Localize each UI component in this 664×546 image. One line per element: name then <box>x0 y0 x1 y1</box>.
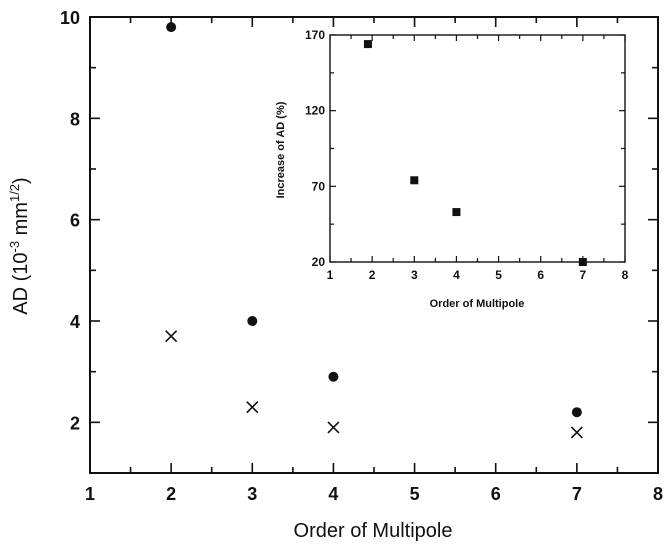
main-point-circle <box>571 407 582 418</box>
main-y-axis-title: AD (10-3 mm1/2) <box>7 177 32 314</box>
main-point-circle <box>328 371 339 382</box>
main-point-circle <box>166 22 177 33</box>
inset-x-tick-label: 8 <box>622 268 629 282</box>
main-point-cross <box>165 330 178 343</box>
inset-x-tick-label: 1 <box>327 268 334 282</box>
main-y-tick-label: 8 <box>70 109 80 129</box>
inset-x-tick-label: 3 <box>411 268 418 282</box>
main-x-tick-label: 3 <box>247 484 257 504</box>
inset-x-tick-label: 4 <box>453 268 460 282</box>
inset-point-square <box>452 208 461 217</box>
main-x-tick-label: 6 <box>491 484 501 504</box>
inset-y-axis-title: Increase of AD (%) <box>275 101 287 198</box>
main-y-axis-title-unit: mm <box>10 202 32 241</box>
main-point-circle <box>247 316 258 326</box>
main-x-tick-label: 5 <box>410 484 420 504</box>
main-y-axis-title-unit-exponent: 1/2 <box>7 184 22 202</box>
inset-x-tick-label: 7 <box>580 268 587 282</box>
main-x-tick-label: 1 <box>85 484 95 504</box>
main-plot-frame <box>89 16 659 474</box>
main-x-tick-label: 7 <box>572 484 582 504</box>
main-y-axis-title-base: AD (10 <box>10 252 32 314</box>
inset-y-tick-label: 20 <box>312 255 326 269</box>
main-y-axis-title-exponent: -3 <box>7 241 22 253</box>
main-x-tick-label: 2 <box>166 484 176 504</box>
inset-x-tick-label: 6 <box>537 268 544 282</box>
main-x-axis-title: Order of Multipole <box>294 520 453 542</box>
inset-x-axis-title: Order of Multipole <box>430 298 525 310</box>
main-y-tick-label: 10 <box>60 8 80 28</box>
main-x-tick-label: 4 <box>328 484 338 504</box>
inset-point-square <box>363 40 372 49</box>
main-x-tick-label: 8 <box>653 484 663 504</box>
inset-plot: 1 2 3 4 5 6 7 8 20 70 120 170 <box>305 28 629 282</box>
inset-y-tick-label: 120 <box>305 104 325 118</box>
main-point-cross <box>246 401 259 414</box>
main-point-cross <box>570 426 583 439</box>
inset-x-tick-label: 5 <box>495 268 502 282</box>
inset-point-square <box>578 258 587 266</box>
inset-y-tick-label: 70 <box>312 179 326 193</box>
main-point-cross <box>327 421 340 434</box>
inset-x-tick-label: 2 <box>369 268 376 282</box>
inset-plot-frame <box>329 34 626 263</box>
main-y-tick-label: 2 <box>70 413 80 433</box>
main-plot: 1 2 3 4 5 6 7 8 2 4 6 8 10 <box>60 8 663 504</box>
main-y-axis-title-close: ) <box>10 177 32 184</box>
inset-point-square <box>410 176 419 185</box>
inset-y-tick-label: 170 <box>305 28 325 42</box>
main-y-tick-label: 6 <box>70 211 80 231</box>
main-y-tick-label: 4 <box>70 312 80 332</box>
